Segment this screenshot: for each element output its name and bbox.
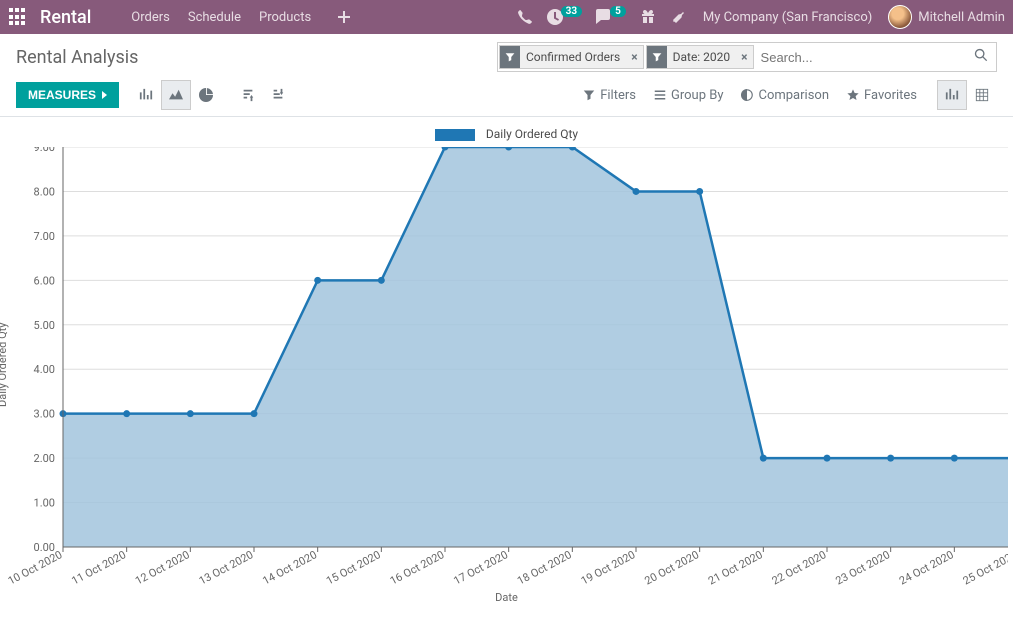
measures-button[interactable]: MEASURES <box>16 82 119 108</box>
user-menu[interactable]: Mitchell Admin <box>918 10 1005 25</box>
x-axis-label: Date <box>8 591 1005 604</box>
groupby-menu[interactable]: Group By <box>654 88 724 103</box>
graph-view-icon[interactable] <box>937 80 967 110</box>
svg-text:2.00: 2.00 <box>34 452 55 465</box>
svg-text:12 Oct 2020: 12 Oct 2020 <box>133 548 192 587</box>
bar-chart-icon[interactable] <box>131 80 161 110</box>
comparison-menu[interactable]: Comparison <box>741 88 829 103</box>
sort-desc-icon[interactable] <box>233 80 263 110</box>
page-title: Rental Analysis <box>16 47 138 68</box>
facet-label: Confirmed Orders <box>520 50 626 64</box>
pie-chart-icon[interactable] <box>191 80 221 110</box>
chart-legend: Daily Ordered Qty <box>8 127 1005 141</box>
funnel-icon <box>647 46 667 68</box>
sort-group <box>233 80 293 110</box>
svg-text:3.00: 3.00 <box>34 408 55 421</box>
chart-type-group <box>131 80 221 110</box>
navbar: Rental Orders Schedule Products 33 5 My … <box>0 0 1013 34</box>
pivot-view-icon[interactable] <box>967 80 997 110</box>
svg-text:18 Oct 2020: 18 Oct 2020 <box>515 548 574 587</box>
svg-text:1.00: 1.00 <box>34 497 55 510</box>
svg-text:9.00: 9.00 <box>34 147 55 154</box>
svg-text:21 Oct 2020: 21 Oct 2020 <box>706 548 765 587</box>
favorites-menu[interactable]: Favorites <box>847 88 917 103</box>
area-chart-icon[interactable] <box>161 80 191 110</box>
filter-facet: Date: 2020 × <box>646 45 754 69</box>
svg-text:24 Oct 2020: 24 Oct 2020 <box>897 548 956 587</box>
messages-icon[interactable]: 5 <box>596 9 626 25</box>
svg-text:4.00: 4.00 <box>34 363 55 376</box>
filter-facet: Confirmed Orders × <box>499 45 644 69</box>
caret-right-icon <box>102 91 107 99</box>
svg-text:25 Oct 2020: 25 Oct 2020 <box>961 548 1008 587</box>
search-bar: Confirmed Orders × Date: 2020 × <box>497 42 997 72</box>
svg-text:13 Oct 2020: 13 Oct 2020 <box>197 548 256 587</box>
search-options: Filters Group By Comparison Favorites <box>583 88 917 103</box>
y-axis-label: Daily Ordered Qty <box>0 323 9 407</box>
svg-text:8.00: 8.00 <box>34 185 55 198</box>
messages-badge: 5 <box>610 6 626 17</box>
svg-text:11 Oct 2020: 11 Oct 2020 <box>69 548 128 587</box>
svg-text:7.00: 7.00 <box>34 230 55 243</box>
svg-text:19 Oct 2020: 19 Oct 2020 <box>579 548 638 587</box>
svg-text:6.00: 6.00 <box>34 274 55 287</box>
menu-orders[interactable]: Orders <box>131 10 170 25</box>
svg-text:15 Oct 2020: 15 Oct 2020 <box>324 548 383 587</box>
area-chart: 0.001.002.003.004.005.006.007.008.009.00… <box>8 147 1008 587</box>
chart-container: Daily Ordered Qty Daily Ordered Qty 0.00… <box>0 117 1013 604</box>
view-switcher <box>937 80 997 110</box>
svg-text:5.00: 5.00 <box>34 319 55 332</box>
svg-text:14 Oct 2020: 14 Oct 2020 <box>260 548 319 587</box>
wrench-icon[interactable] <box>670 9 686 25</box>
svg-text:23 Oct 2020: 23 Oct 2020 <box>833 548 892 587</box>
funnel-icon <box>500 46 520 68</box>
facet-label: Date: 2020 <box>667 50 737 64</box>
legend-swatch <box>435 129 475 141</box>
company-switcher[interactable]: My Company (San Francisco) <box>703 10 872 25</box>
search-input[interactable] <box>755 43 966 71</box>
facet-remove-icon[interactable]: × <box>626 50 642 64</box>
svg-text:17 Oct 2020: 17 Oct 2020 <box>451 548 510 587</box>
control-panel: Rental Analysis Confirmed Orders × Date:… <box>0 34 1013 117</box>
user-avatar[interactable] <box>888 5 912 29</box>
facet-remove-icon[interactable]: × <box>736 50 752 64</box>
app-brand[interactable]: Rental <box>40 7 91 28</box>
activities-icon[interactable]: 33 <box>547 9 582 25</box>
svg-text:22 Oct 2020: 22 Oct 2020 <box>770 548 829 587</box>
gift-icon[interactable] <box>640 9 656 25</box>
svg-text:20 Oct 2020: 20 Oct 2020 <box>642 548 701 587</box>
menu-products[interactable]: Products <box>259 10 311 25</box>
search-icon[interactable] <box>966 48 996 66</box>
phone-icon[interactable] <box>517 9 533 25</box>
menu-schedule[interactable]: Schedule <box>188 10 241 25</box>
activities-badge: 33 <box>561 6 582 17</box>
legend-label: Daily Ordered Qty <box>486 127 578 141</box>
svg-text:16 Oct 2020: 16 Oct 2020 <box>388 548 447 587</box>
sort-asc-icon[interactable] <box>263 80 293 110</box>
menu-new-icon[interactable] <box>336 9 352 25</box>
apps-icon[interactable] <box>8 7 28 27</box>
filters-menu[interactable]: Filters <box>583 88 636 103</box>
measures-label: MEASURES <box>28 88 96 102</box>
